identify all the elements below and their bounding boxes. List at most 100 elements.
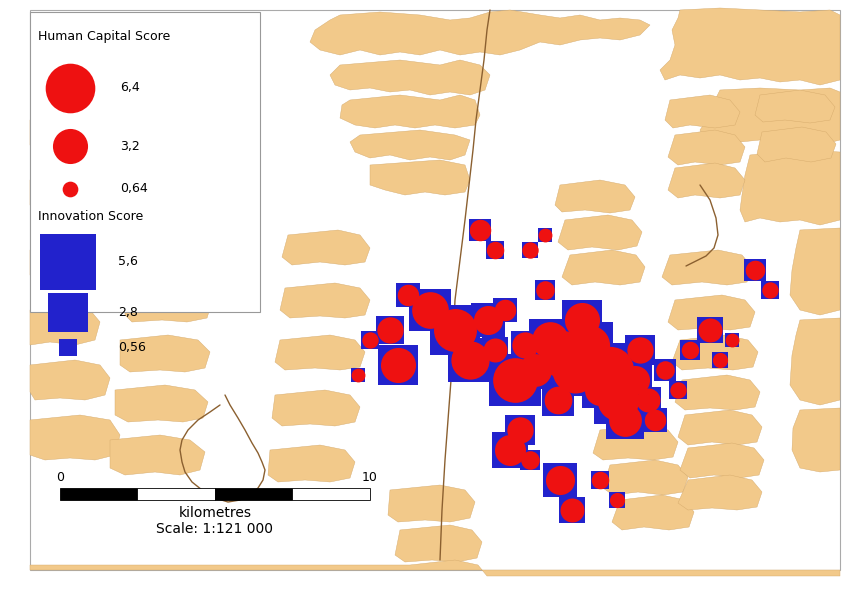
Polygon shape: [755, 90, 835, 123]
Polygon shape: [30, 360, 110, 400]
Polygon shape: [115, 385, 208, 422]
Point: [423, 305, 437, 315]
Polygon shape: [668, 130, 745, 165]
Bar: [493, 298, 517, 322]
Point: [463, 355, 477, 365]
Text: 6,4: 6,4: [120, 82, 139, 94]
Bar: [745, 260, 766, 281]
Polygon shape: [395, 525, 482, 562]
Bar: [378, 345, 418, 385]
Point: [553, 475, 567, 485]
Bar: [430, 305, 480, 355]
Point: [593, 385, 607, 395]
Point: [524, 455, 537, 465]
Point: [503, 445, 517, 455]
Point: [513, 425, 527, 435]
Bar: [761, 281, 779, 299]
Bar: [529, 319, 571, 361]
Polygon shape: [660, 8, 840, 85]
Polygon shape: [562, 250, 645, 285]
Polygon shape: [603, 460, 688, 495]
Polygon shape: [275, 335, 365, 370]
Bar: [60, 338, 76, 356]
Polygon shape: [662, 250, 752, 285]
Polygon shape: [757, 127, 836, 162]
Point: [618, 415, 632, 425]
Bar: [511, 331, 540, 359]
Point: [703, 325, 717, 335]
Polygon shape: [330, 60, 490, 95]
Polygon shape: [790, 318, 840, 405]
Bar: [582, 373, 618, 407]
Bar: [520, 450, 540, 470]
Bar: [469, 219, 491, 241]
Polygon shape: [792, 408, 840, 472]
Polygon shape: [125, 180, 202, 217]
Text: Scale: 1:121 000: Scale: 1:121 000: [156, 522, 274, 536]
Point: [401, 290, 415, 300]
Bar: [618, 363, 652, 397]
Bar: [60, 488, 138, 500]
Point: [481, 315, 495, 325]
Bar: [448, 338, 492, 382]
Bar: [697, 317, 723, 343]
Point: [658, 365, 672, 375]
Point: [568, 365, 581, 375]
Bar: [537, 228, 553, 242]
Point: [63, 83, 76, 93]
Text: kilometres: kilometres: [178, 506, 252, 520]
Text: Innovation Score: Innovation Score: [38, 210, 144, 223]
Polygon shape: [388, 485, 475, 522]
Bar: [361, 331, 379, 349]
Text: 0,56: 0,56: [118, 341, 146, 354]
Bar: [609, 492, 626, 508]
Point: [565, 505, 579, 515]
Text: 3,2: 3,2: [120, 140, 139, 153]
Bar: [30, 12, 260, 312]
Polygon shape: [268, 445, 355, 482]
Bar: [548, 344, 602, 397]
Point: [593, 475, 607, 485]
Point: [391, 360, 405, 370]
Polygon shape: [555, 180, 635, 213]
Point: [583, 340, 597, 350]
Point: [488, 245, 502, 255]
Polygon shape: [790, 228, 840, 315]
Polygon shape: [125, 285, 212, 322]
Bar: [724, 332, 740, 347]
Bar: [591, 471, 609, 489]
Bar: [292, 488, 370, 500]
Text: 5,6: 5,6: [118, 255, 138, 268]
Polygon shape: [120, 335, 210, 372]
Point: [63, 184, 76, 194]
Point: [748, 265, 762, 275]
Polygon shape: [125, 235, 207, 272]
Point: [628, 375, 642, 385]
Polygon shape: [310, 10, 650, 55]
Bar: [471, 304, 505, 337]
Point: [604, 365, 617, 375]
Bar: [486, 241, 504, 259]
Bar: [396, 283, 420, 307]
Polygon shape: [675, 375, 760, 410]
Bar: [409, 289, 451, 331]
Bar: [537, 328, 592, 383]
Point: [611, 395, 625, 405]
Bar: [562, 300, 602, 340]
Point: [551, 395, 564, 405]
Bar: [48, 293, 88, 332]
Point: [558, 350, 572, 360]
Polygon shape: [340, 95, 480, 128]
Bar: [680, 340, 700, 360]
Point: [763, 285, 777, 295]
Polygon shape: [30, 560, 840, 576]
Point: [649, 415, 662, 425]
Point: [508, 375, 522, 385]
Polygon shape: [672, 335, 758, 370]
Bar: [215, 488, 292, 500]
Polygon shape: [30, 415, 120, 460]
Polygon shape: [30, 245, 95, 282]
Point: [448, 325, 462, 335]
Text: Human Capital Score: Human Capital Score: [38, 30, 170, 43]
Text: 0: 0: [56, 471, 64, 484]
